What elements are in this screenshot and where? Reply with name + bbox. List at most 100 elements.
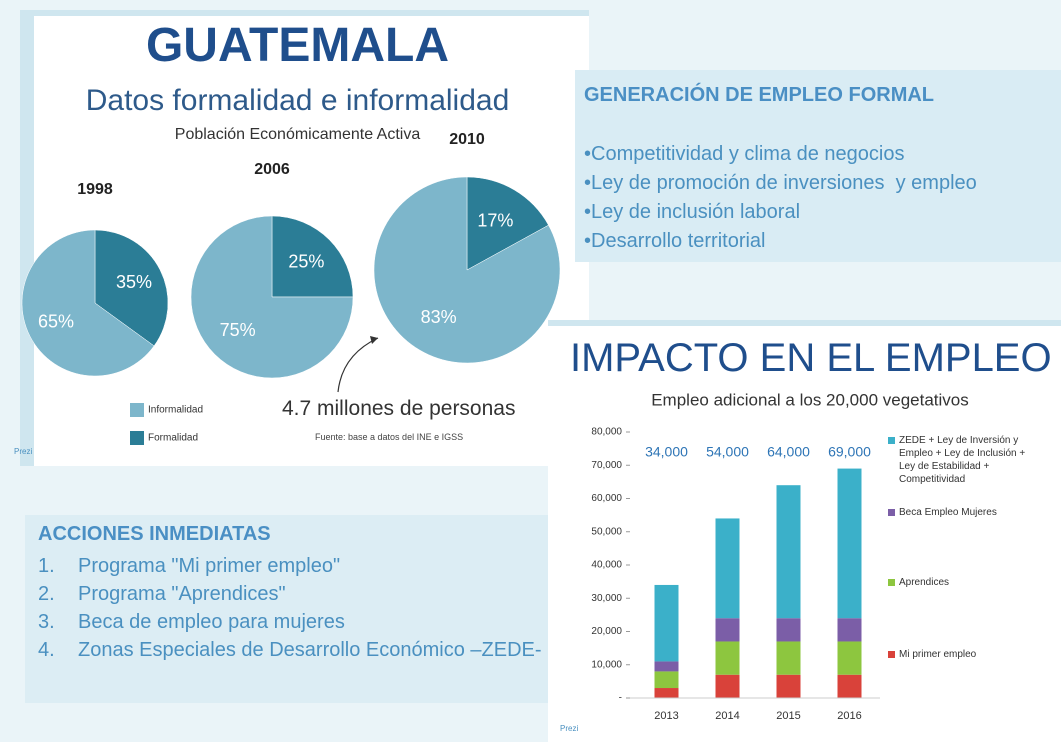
legend-swatch [888,509,895,516]
logo: Prezi [560,724,579,733]
x-tick-label: 2014 [715,710,739,722]
y-tick-label: 80,000 [591,427,622,438]
total-label: 54,000 [706,444,749,460]
legend-label: Beca Empleo Mujeres [899,507,997,518]
legend-swatch [888,437,895,444]
legend-entry: Beca Empleo Mujeres [888,506,1038,519]
pie-slice [466,176,549,271]
arrow-head [370,336,378,344]
title: GUATEMALA [145,19,450,72]
legend-entry: Mi primer empleo [888,648,1038,661]
logo: Prezi [14,447,33,456]
formal-panel [575,70,1061,262]
legend-swatch [130,403,144,417]
bar-segment [654,688,679,698]
note: 4.7 millones de personas [282,397,516,420]
y-tick-label: 10,000 [591,659,622,670]
bar-segment [776,618,801,642]
bar-segment [654,661,679,672]
legend-label: Formalidad [148,433,198,444]
pie-title: 2010 [449,131,485,148]
pie-slice [94,229,169,347]
formal-heading: GENERACIÓN DE EMPLEO FORMAL [584,84,935,106]
action-item: 3. Beca de empleo para mujeres [38,608,543,636]
pie-label: 65% [38,312,74,332]
x-tick-label: 2016 [837,710,861,722]
action-text: Programa "Aprendices" [78,583,286,605]
actions-panel [25,515,550,703]
pie-slice [190,215,354,379]
legend-label: Aprendices [899,577,950,588]
pie-label: 35% [116,272,152,292]
x-tick-label: 2015 [776,710,800,722]
y-tick-label: 20,000 [591,626,622,637]
caption: Población Económicamente Activa [174,126,421,143]
y-tick-label: - [619,693,622,704]
y-tick-label: 40,000 [591,560,622,571]
legend-label: Informalidad [148,405,203,416]
bar-segment [837,674,862,698]
bar-segment [776,485,801,619]
arrow [337,337,379,393]
action-text: Beca de empleo para mujeres [78,611,345,633]
source: Fuente: base a datos del INE e IGSS [315,432,464,442]
legend-swatch [130,431,144,445]
y-tick-label: 30,000 [591,593,622,604]
pie-title: 2006 [254,161,290,178]
formal-item: •Desarrollo territorial [584,230,766,252]
formal-item: •Ley de promoción de inversiones y emple… [584,172,977,194]
y-tick-label: 50,000 [591,526,622,537]
action-item: 4. Zonas Especiales de Desarrollo Económi… [38,636,543,664]
pie-slice [21,229,155,377]
action-item: 2. Programa "Aprendices" [38,580,543,608]
bar-segment [654,671,679,689]
subtitle: Datos formalidad e informalidad [85,84,510,117]
legend-swatch [888,579,895,586]
bar-segment [776,674,801,698]
total-label: 34,000 [645,444,688,460]
action-number: 4. [38,639,55,661]
pie-slice [271,215,354,298]
formal-list: •Competitividad y clima de negocios •Ley … [584,140,977,256]
action-number: 3. [38,611,55,633]
y-tick-label: 60,000 [591,493,622,504]
legend-entry: ZEDE + Ley de Inversión y Empleo + Ley d… [888,434,1038,486]
formal-item: •Ley de inclusión laboral [584,201,801,223]
legend-entry: Aprendices [888,576,1038,589]
legend-label: Mi primer empleo [899,649,977,660]
action-text: Programa "Mi primer empleo" [78,555,341,577]
bar-segment [715,674,740,698]
pie-title: 1998 [77,181,113,198]
action-item: 1. Programa "Mi primer empleo" [38,552,543,580]
impact-title: IMPACTO EN EL EMPLEO [570,336,1052,380]
actions-list: 1. Programa "Mi primer empleo" 2. Programa … [38,552,543,664]
formal-item: •Competitividad y clima de negocios [584,143,905,165]
total-label: 64,000 [767,444,810,460]
bar-segment [776,641,801,675]
action-text: Zonas Especiales de Desarrollo Económico… [78,639,542,661]
bar-segment [715,641,740,675]
legend-swatch [888,651,895,658]
pie-label: 83% [421,307,457,327]
right-slide [548,320,1061,742]
bar-segment [837,641,862,675]
action-number: 2. [38,583,55,605]
legend-label: ZEDE + Ley de Inversión y Empleo + Ley d… [899,435,1026,485]
total-label: 69,000 [828,444,871,460]
pie-slice [373,176,561,364]
y-tick-label: 70,000 [591,460,622,471]
bar-segment [715,618,740,642]
pie-label: 75% [220,320,256,340]
x-tick-label: 2013 [654,710,678,722]
bar-segment [837,468,862,619]
bar-segment [654,584,679,662]
bar-segment [837,618,862,642]
bar-segment [715,518,740,619]
chart-title: Empleo adicional a los 20,000 vegetativo… [651,390,969,409]
pie-label: 17% [477,211,513,231]
pie-label: 25% [288,251,324,271]
action-number: 1. [38,555,55,577]
actions-heading: ACCIONES INMEDIATAS [38,523,271,545]
